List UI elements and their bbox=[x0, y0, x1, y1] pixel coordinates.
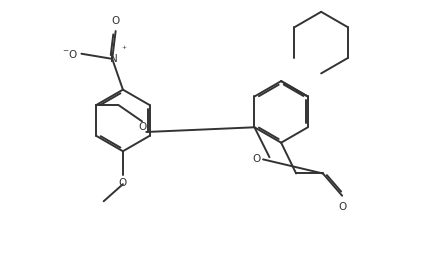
Text: O: O bbox=[112, 16, 120, 26]
Text: O: O bbox=[139, 122, 147, 132]
Text: O: O bbox=[338, 202, 346, 212]
Text: O: O bbox=[253, 154, 261, 164]
Text: O: O bbox=[119, 178, 127, 188]
Text: N: N bbox=[111, 54, 118, 64]
Text: $^{+}$: $^{+}$ bbox=[121, 45, 128, 54]
Text: $^{-}$O: $^{-}$O bbox=[62, 48, 78, 60]
